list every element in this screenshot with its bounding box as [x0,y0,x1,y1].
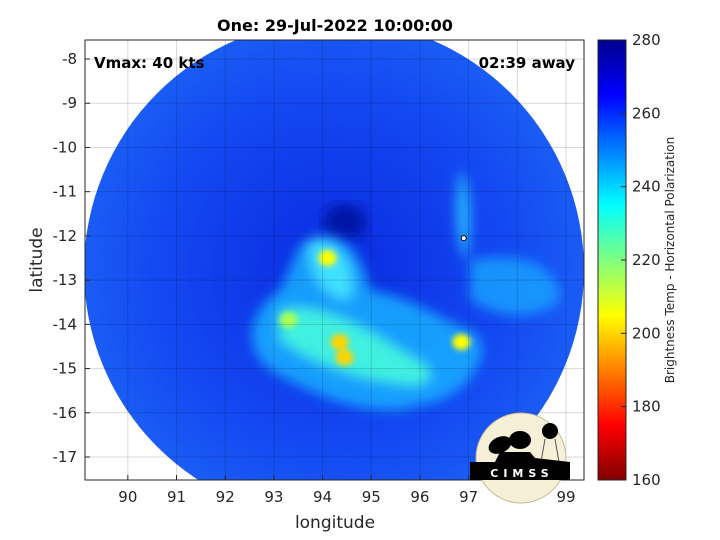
y-tick-label: -10 [53,138,78,156]
x-tick-label: 93 [264,488,283,506]
vmax-label: Vmax: 40 kts [94,54,204,72]
x-tick-label: 92 [216,488,235,506]
y-tick-label: -13 [53,271,78,289]
cimss-logo [470,412,570,504]
colorbar-tick-label: 180 [632,398,661,416]
colorbar-tick-label: 260 [632,104,661,122]
chart-title: One: 29-Jul-2022 10:00:00 [217,16,453,35]
cold-spot [279,311,298,328]
x-tick-label: 94 [313,488,332,506]
x-tick-label: 99 [556,488,575,506]
storm-center-marker [460,235,467,242]
y-tick-label: -15 [53,360,78,378]
x-tick-label: 97 [459,488,478,506]
y-tick-label: -12 [53,227,78,245]
cold-spot [318,250,337,267]
colorbar-tick-label: 220 [632,251,661,269]
colorbar-tick-label: 160 [632,471,661,489]
colorbar-tick-label: 280 [632,31,661,49]
x-tick-label: 91 [167,488,186,506]
colorbar-tick-label: 200 [632,324,661,342]
cold-spot [335,349,354,366]
cold-spot [452,334,471,351]
colorbar-label: Brightness Temp - Horizontal Polarizatio… [663,137,677,384]
x-tick-label: 90 [118,488,137,506]
x-tick-label: 95 [362,488,381,506]
axes-box [84,39,585,481]
brightness-temp-image [85,40,584,480]
y-tick-label: -17 [53,448,78,466]
cimss-logo-text: CIMSS [490,467,553,480]
x-axis-label: longitude [295,513,375,533]
y-tick-label: -16 [53,404,78,422]
x-tick-label: 96 [410,488,429,506]
colorbar-tick-label: 240 [632,178,661,196]
y-tick-label: -8 [62,50,77,68]
grid [85,40,584,480]
time-away-label: 02:39 away [479,54,576,72]
y-tick-label: -14 [53,315,78,333]
y-tick-label: -9 [62,94,77,112]
cold-spot [330,334,349,351]
y-axis-label: latitude [27,227,47,292]
eye-region [323,204,367,240]
y-tick-label: -11 [53,183,78,201]
